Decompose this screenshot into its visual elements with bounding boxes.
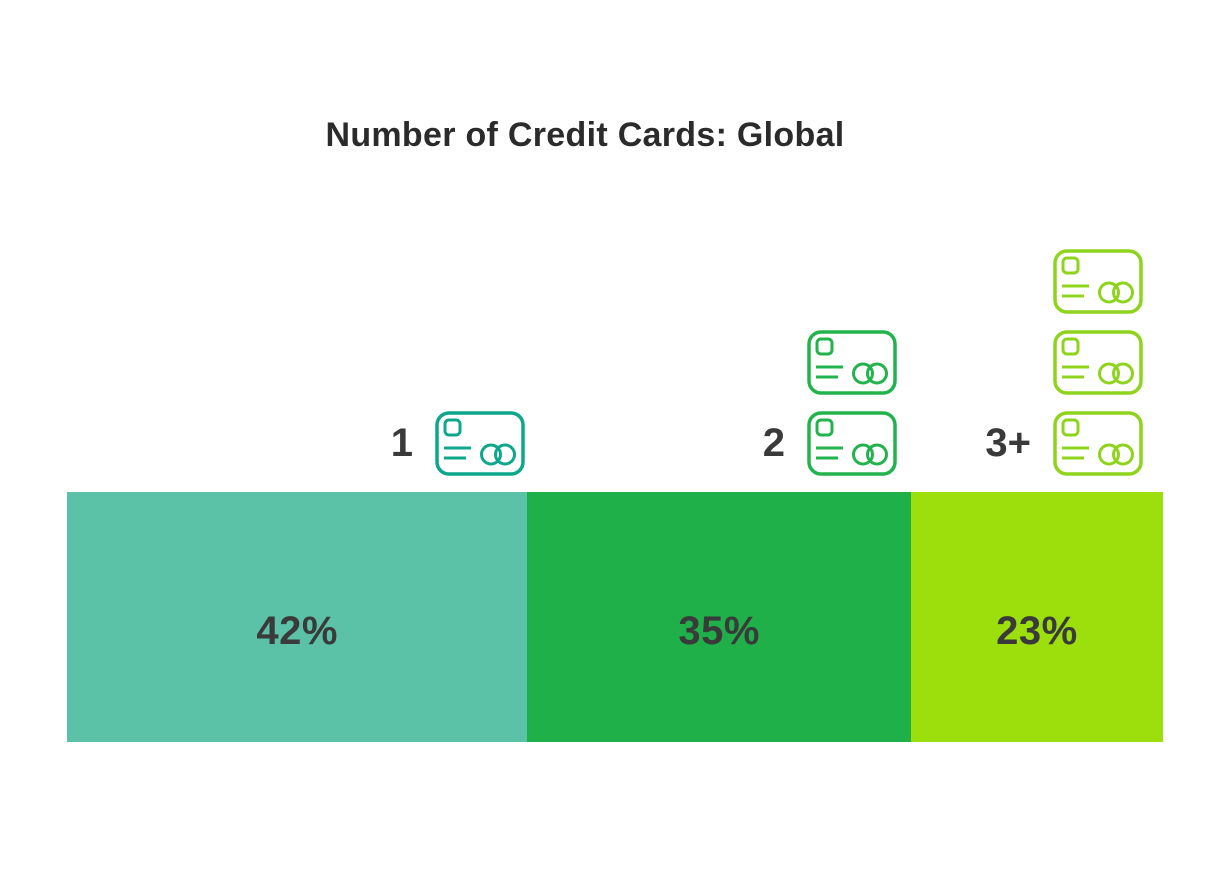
credit-card-icon <box>807 411 897 476</box>
segment-value-label: 35% <box>678 608 760 653</box>
card-stack <box>435 411 525 476</box>
credit-card-icon <box>1053 411 1143 476</box>
segment-value-label: 42% <box>256 608 338 653</box>
icon-group-2: 2 <box>763 330 897 476</box>
bar-segment-1: 42% <box>67 492 528 742</box>
card-stack <box>1053 249 1143 476</box>
category-label: 2 <box>762 421 785 465</box>
bar-segment-3+: 23% <box>910 492 1163 742</box>
icon-group-1: 1 <box>391 411 525 476</box>
category-label: 3+ <box>985 421 1031 465</box>
credit-card-icon <box>435 411 525 476</box>
icon-group-3+: 3+ <box>985 249 1143 476</box>
category-label: 1 <box>390 421 413 465</box>
credit-card-icon <box>807 330 897 395</box>
chart-title: Number of Credit Cards: Global <box>325 116 845 154</box>
credit-card-icon <box>1053 330 1143 395</box>
stacked-bar: 42% 35% 23% <box>67 492 1163 742</box>
card-stack <box>807 330 897 476</box>
credit-card-icon <box>1053 249 1143 314</box>
segment-value-label: 23% <box>996 608 1078 653</box>
bar-segment-2: 35% <box>527 492 911 742</box>
